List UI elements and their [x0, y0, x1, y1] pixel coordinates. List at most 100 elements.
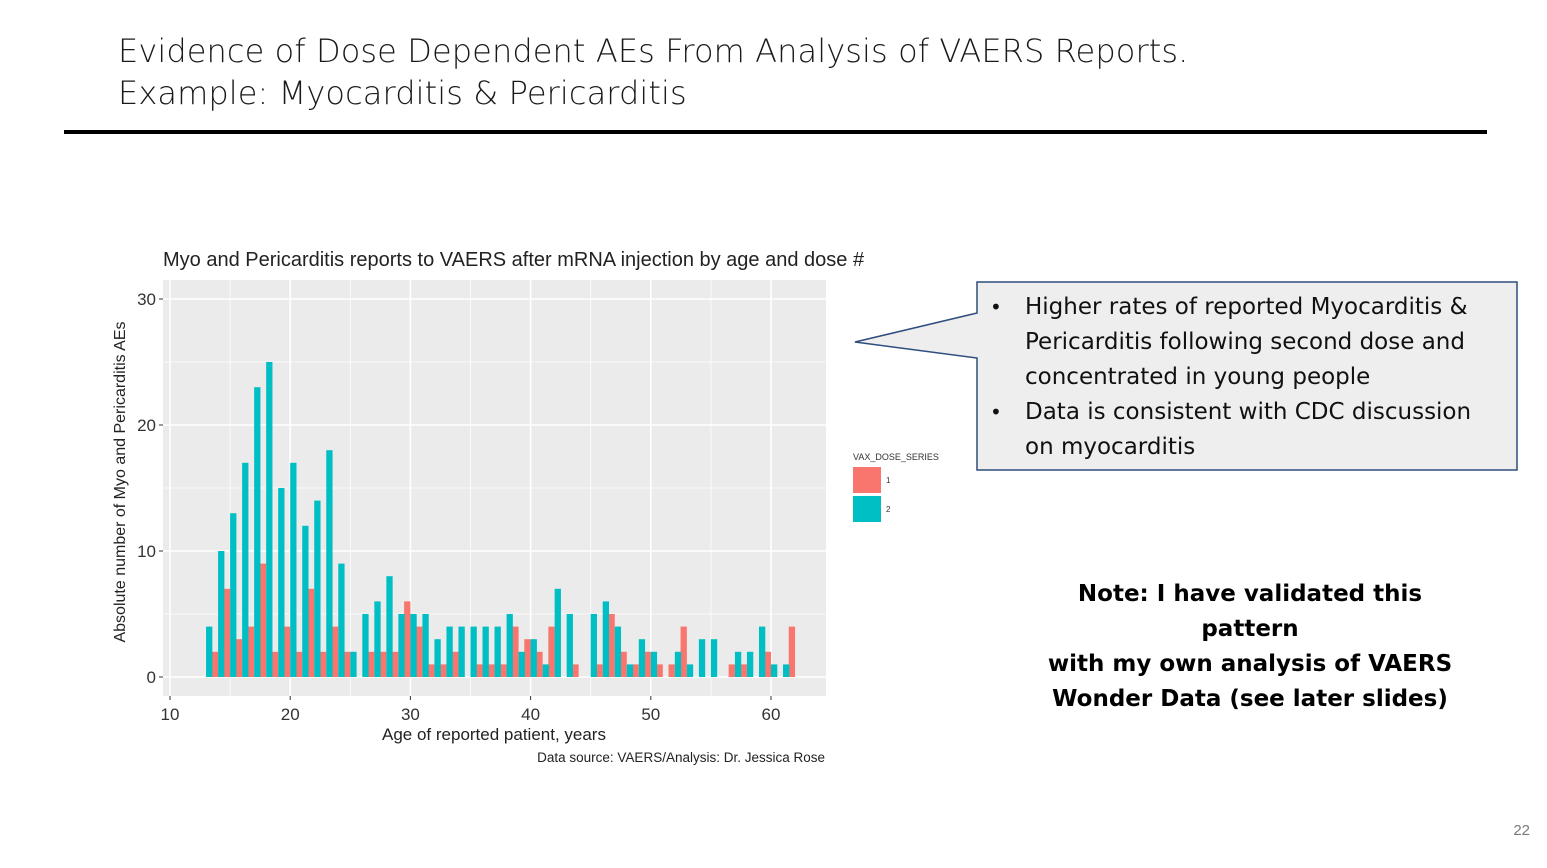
y-tick-label: 30	[137, 290, 156, 309]
bar-dose-2	[242, 462, 249, 677]
note-line-1: Note: I have validated this pattern	[1077, 581, 1423, 642]
bar-dose-1	[211, 651, 219, 677]
bar-dose-2	[734, 651, 742, 677]
bar-dose-2	[458, 626, 465, 677]
bar-dose-1	[331, 626, 339, 677]
bar-dose-1	[235, 639, 243, 677]
x-tick-label: 10	[161, 705, 180, 724]
chart-title: Myo and Pericarditis reports to VAERS af…	[163, 249, 865, 271]
y-axis-label: Absolute number of Myo and Pericarditis …	[112, 321, 129, 642]
bar-dose-2	[686, 664, 694, 677]
callout-bullet-2: • Data is consistent with CDC discussion…	[990, 395, 1500, 465]
bar-dose-1	[404, 601, 411, 677]
note-line-3: Wonder Data (see later slides)	[1052, 686, 1448, 712]
bar-dose-2	[386, 576, 393, 677]
slide-title-line-1: Evidence of Dose Dependent AEs From Anal…	[118, 32, 1189, 70]
bar-dose-1	[644, 651, 651, 677]
bar-dose-1	[548, 626, 555, 677]
bar-dose-2	[362, 614, 369, 677]
bar-dose-2	[398, 614, 405, 677]
bar-dose-1	[319, 651, 327, 677]
chart-caption: Data source: VAERS/Analysis: Dr. Jessica…	[537, 750, 825, 765]
bar-dose-1	[500, 664, 507, 677]
bar-dose-1	[764, 651, 771, 677]
bar-dose-1	[740, 664, 747, 677]
bar-dose-2	[566, 614, 573, 677]
chart-legend: VAX_DOSE_SERIES 1 2	[853, 452, 939, 522]
x-tick-label: 40	[521, 705, 540, 724]
bar-dose-1	[728, 664, 735, 677]
bar-dose-2	[314, 500, 321, 677]
bar-dose-1	[307, 588, 315, 677]
bar-dose-2	[338, 563, 345, 677]
bar-dose-2	[482, 626, 489, 677]
bar-dose-2	[554, 588, 561, 677]
callout-bullet-1: • Higher rates of reported Myocarditis &…	[990, 290, 1500, 395]
bar-dose-2	[650, 651, 658, 677]
bar-dose-2	[530, 639, 537, 677]
bar-dose-1	[572, 664, 579, 677]
bar-dose-2	[638, 639, 646, 677]
bar-dose-2	[266, 362, 273, 677]
bar-dose-2	[434, 639, 441, 677]
y-tick-label: 0	[147, 668, 156, 687]
slide-title: Evidence of Dose Dependent AEs From Anal…	[118, 30, 1418, 114]
callout-bullet-text: Higher rates of reported Myocarditis & P…	[1025, 294, 1468, 390]
bar-dose-1	[656, 664, 663, 677]
plot-bars	[206, 362, 796, 677]
bar-dose-2	[422, 614, 429, 677]
x-tick-label: 60	[762, 705, 781, 724]
bar-dose-1	[440, 664, 447, 677]
bar-dose-1	[452, 651, 459, 677]
bar-dose-2	[206, 626, 213, 677]
bar-dose-2	[446, 626, 453, 677]
bar-dose-2	[626, 664, 634, 677]
callout-box	[854, 281, 1518, 471]
myo-pericarditis-bar-chart: Myo and Pericarditis reports to VAERS af…	[112, 249, 939, 765]
validation-note: Note: I have validated this pattern with…	[1030, 577, 1470, 717]
bar-dose-1	[620, 651, 627, 677]
bar-dose-2	[290, 462, 297, 677]
title-divider	[64, 130, 1487, 134]
bar-dose-1	[223, 588, 231, 677]
bar-dose-2	[771, 664, 778, 677]
bar-dose-2	[758, 626, 766, 677]
bar-dose-2	[470, 626, 477, 677]
bar-dose-2	[410, 614, 417, 677]
slide-title-line-2: Example: Myocarditis & Pericarditis	[118, 74, 687, 112]
bar-dose-2	[590, 614, 597, 677]
y-tick-label: 10	[137, 542, 156, 561]
page-number: 22	[1513, 822, 1530, 839]
bar-dose-1	[668, 664, 675, 677]
bar-dose-1	[392, 651, 399, 677]
bar-dose-1	[512, 626, 519, 677]
bar-dose-1	[368, 651, 375, 677]
bar-dose-2	[254, 387, 261, 677]
bar-dose-2	[783, 664, 790, 677]
bar-dose-1	[608, 614, 615, 677]
bar-dose-1	[344, 651, 351, 677]
bar-dose-2	[602, 601, 610, 677]
x-tick-label: 20	[281, 705, 300, 724]
bar-dose-1	[596, 664, 603, 677]
x-axis-label: Age of reported patient, years	[382, 725, 606, 744]
bullet-icon: •	[990, 295, 1002, 319]
bar-dose-2	[506, 614, 513, 677]
bar-dose-1	[476, 664, 483, 677]
callout-shape	[854, 281, 1518, 471]
bar-dose-1	[283, 626, 291, 677]
bar-dose-2	[710, 639, 718, 677]
bar-dose-1	[271, 651, 279, 677]
bar-dose-2	[518, 651, 525, 677]
legend-title: VAX_DOSE_SERIES	[853, 452, 939, 462]
bar-dose-2	[674, 651, 682, 677]
bar-dose-1	[259, 563, 267, 677]
note-line-2: with my own analysis of VAERS	[1047, 651, 1453, 677]
bar-dose-2	[326, 450, 333, 677]
bar-dose-2	[614, 626, 622, 677]
plot-axes: 10 20 30 40 50 60 0 10 20 30	[137, 290, 780, 724]
bar-dose-1	[416, 626, 423, 677]
bar-dose-2	[542, 664, 549, 677]
bar-dose-2	[698, 639, 706, 677]
bar-dose-1	[428, 664, 435, 677]
